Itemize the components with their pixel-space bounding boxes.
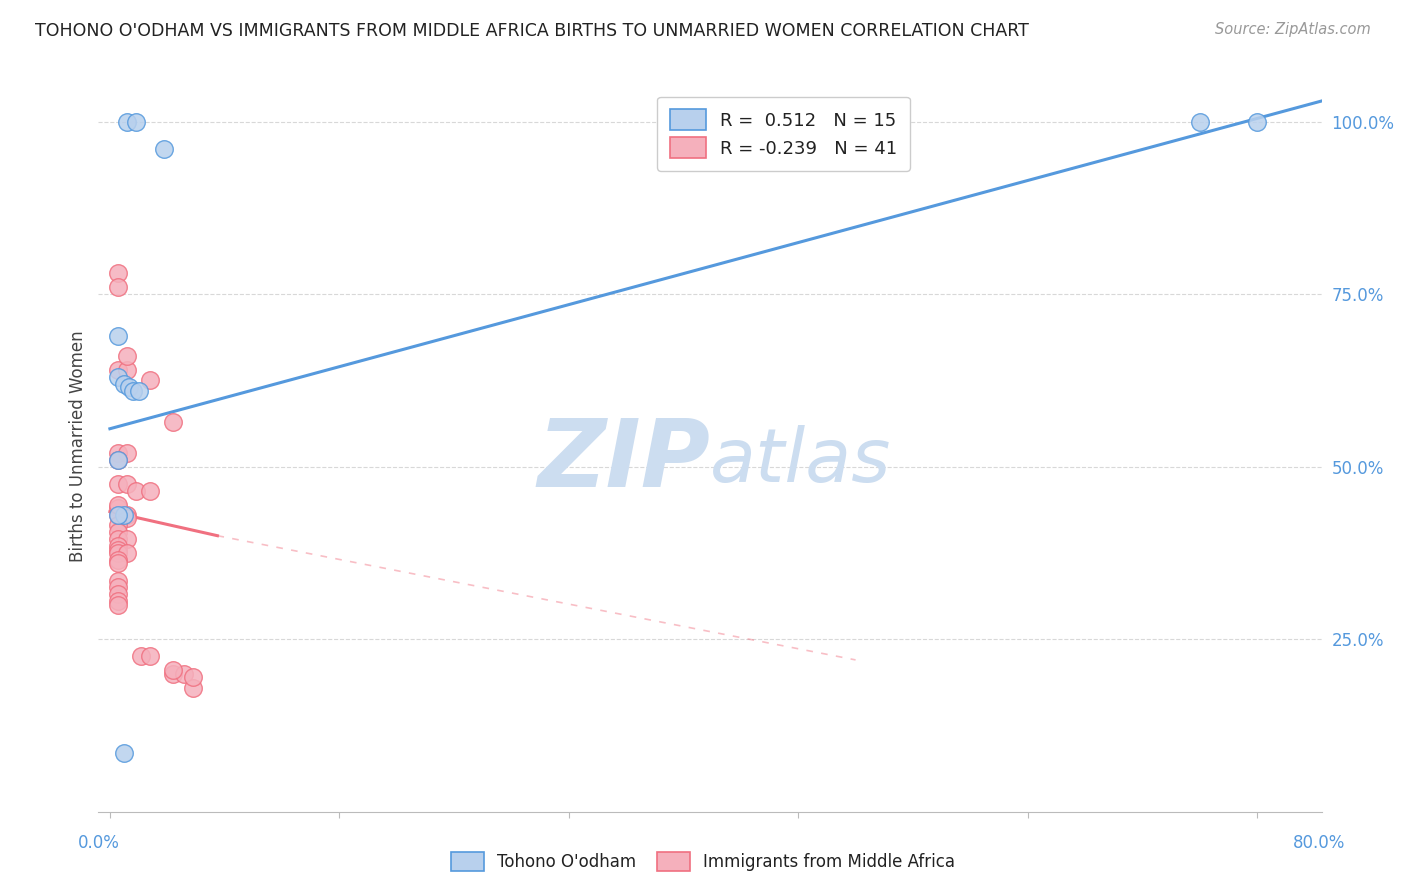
- Point: [107, 452, 129, 467]
- Point: [125, 114, 148, 128]
- Point: [115, 114, 138, 128]
- Point: [115, 532, 138, 546]
- Point: [181, 681, 204, 695]
- Point: [107, 280, 129, 294]
- Point: [107, 363, 129, 377]
- Point: [115, 363, 138, 377]
- Point: [107, 539, 129, 553]
- Point: [107, 587, 129, 601]
- Point: [153, 142, 176, 156]
- Point: [107, 446, 129, 460]
- Point: [107, 508, 129, 522]
- Legend: Tohono O'odham, Immigrants from Middle Africa: Tohono O'odham, Immigrants from Middle A…: [443, 843, 963, 880]
- Legend: R =  0.512   N = 15, R = -0.239   N = 41: R = 0.512 N = 15, R = -0.239 N = 41: [657, 96, 910, 171]
- Point: [162, 415, 184, 429]
- Point: [107, 553, 129, 567]
- Point: [115, 511, 138, 525]
- Point: [107, 452, 129, 467]
- Point: [115, 446, 138, 460]
- Point: [107, 328, 129, 343]
- Point: [112, 376, 135, 391]
- Point: [115, 546, 138, 560]
- Point: [107, 594, 129, 608]
- Point: [1246, 114, 1268, 128]
- Text: 80.0%: 80.0%: [1292, 834, 1346, 852]
- Point: [107, 546, 129, 560]
- Text: ZIP: ZIP: [537, 415, 710, 507]
- Point: [121, 384, 143, 398]
- Point: [139, 649, 162, 664]
- Point: [107, 508, 129, 522]
- Point: [107, 267, 129, 281]
- Point: [1188, 114, 1211, 128]
- Point: [115, 508, 138, 522]
- Point: [162, 663, 184, 677]
- Point: [107, 477, 129, 491]
- Point: [107, 581, 129, 595]
- Point: [181, 670, 204, 684]
- Point: [107, 532, 129, 546]
- Y-axis label: Births to Unmarried Women: Births to Unmarried Women: [69, 330, 87, 562]
- Text: atlas: atlas: [710, 425, 891, 497]
- Point: [107, 574, 129, 588]
- Point: [139, 483, 162, 498]
- Point: [162, 666, 184, 681]
- Point: [139, 374, 162, 388]
- Point: [115, 477, 138, 491]
- Point: [107, 501, 129, 516]
- Point: [107, 498, 129, 512]
- Point: [107, 525, 129, 540]
- Text: Source: ZipAtlas.com: Source: ZipAtlas.com: [1215, 22, 1371, 37]
- Point: [125, 483, 148, 498]
- Point: [107, 518, 129, 533]
- Point: [117, 380, 139, 394]
- Point: [107, 370, 129, 384]
- Text: TOHONO O'ODHAM VS IMMIGRANTS FROM MIDDLE AFRICA BIRTHS TO UNMARRIED WOMEN CORREL: TOHONO O'ODHAM VS IMMIGRANTS FROM MIDDLE…: [35, 22, 1029, 40]
- Text: 0.0%: 0.0%: [77, 834, 120, 852]
- Point: [112, 746, 135, 760]
- Point: [112, 508, 135, 522]
- Point: [115, 349, 138, 363]
- Point: [107, 598, 129, 612]
- Point: [131, 649, 153, 664]
- Point: [107, 542, 129, 557]
- Point: [128, 384, 150, 398]
- Point: [107, 557, 129, 571]
- Point: [173, 666, 195, 681]
